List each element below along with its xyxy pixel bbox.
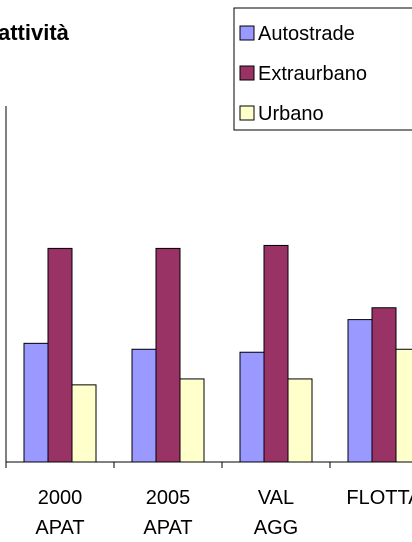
x-tick-label: AGG bbox=[254, 517, 298, 539]
legend-label-urbano: Urbano bbox=[258, 103, 324, 125]
bar-urbano bbox=[287, 378, 313, 463]
x-tick-label: 2005 bbox=[146, 487, 191, 509]
x-tick-label: VAL bbox=[258, 487, 294, 509]
bar-extraurbano bbox=[47, 247, 73, 463]
bar-autostrade bbox=[347, 319, 373, 463]
legend: Autostrade Extraurbano Urbano bbox=[233, 7, 412, 131]
x-tick-label: APAT bbox=[143, 517, 192, 539]
legend-swatch-urbano bbox=[239, 105, 255, 121]
legend-swatch-autostrade bbox=[239, 25, 255, 41]
bar-extraurbano bbox=[155, 247, 181, 463]
legend-label-extraurbano: Extraurbano bbox=[258, 63, 367, 85]
x-tick-label: 2000 bbox=[38, 487, 83, 509]
bar-extraurbano bbox=[371, 307, 397, 463]
bar-autostrade bbox=[239, 351, 265, 463]
x-tick-label: APAT bbox=[35, 517, 84, 539]
bar-autostrade bbox=[131, 348, 157, 463]
legend-label-autostrade: Autostrade bbox=[258, 23, 355, 45]
bar-urbano bbox=[395, 348, 412, 463]
bar-autostrade bbox=[23, 342, 49, 463]
legend-swatch-extraurbano bbox=[239, 65, 255, 81]
bar-urbano bbox=[71, 384, 97, 463]
legend-box bbox=[233, 7, 412, 131]
bar-extraurbano bbox=[263, 244, 289, 463]
bar-urbano bbox=[179, 378, 205, 463]
chart-title: attività bbox=[0, 20, 70, 45]
